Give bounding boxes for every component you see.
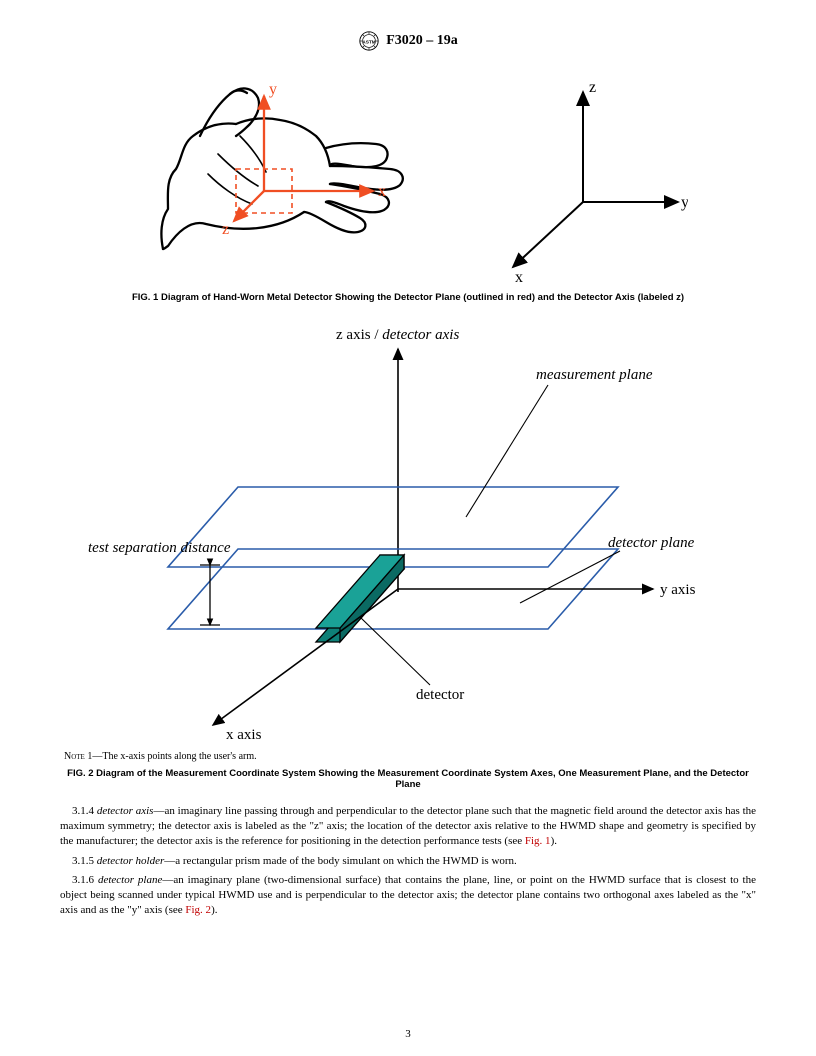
page-number: 3	[0, 1028, 816, 1040]
figure-1: y x z z y x	[60, 64, 756, 284]
fig-ref-1: Fig. 1	[525, 835, 551, 847]
fig1-hand-y-label: y	[269, 81, 277, 98]
para-body: an imaginary line passing through and pe…	[60, 805, 756, 847]
fig1-coord-x-label: x	[515, 269, 523, 284]
fig1-hand-x-label: x	[378, 183, 386, 200]
para-tail: ).	[211, 904, 217, 916]
fig2-y-axis-label: y axis	[660, 582, 696, 598]
para-tail: ).	[551, 835, 557, 847]
para-dash: —	[153, 805, 164, 817]
para-3-1-4: 3.1.4 detector axis—an imaginary line pa…	[60, 804, 756, 849]
note-num: 1—	[85, 751, 103, 762]
fig2-detector-plane-label: detector plane	[608, 535, 695, 551]
note-body: The x-axis points along the user's arm.	[102, 751, 256, 762]
para-3-1-5: 3.1.5 detector holder—a rectangular pris…	[60, 854, 756, 869]
para-num: 3.1.4	[72, 805, 97, 817]
fig-ref-2: Fig. 2	[185, 904, 211, 916]
para-term: detector plane	[98, 874, 162, 886]
astm-logo-icon: ASTM	[358, 30, 380, 52]
note-label: Note	[64, 751, 85, 762]
para-term: detector holder	[97, 855, 165, 867]
para-body: a rectangular prism made of the body sim…	[175, 855, 517, 867]
figure-2-svg: z axis / detector axis measurement plane…	[78, 317, 738, 747]
fig2-test-sep-label: test separation distance	[88, 540, 231, 556]
para-dash: —	[162, 874, 173, 886]
fig2-detector-label: detector	[416, 687, 464, 703]
fig2-zlabel: z axis / detector axis	[336, 327, 459, 343]
figure-1-svg: y x z z y x	[128, 64, 688, 284]
fig1-hand-z-label: z	[222, 221, 229, 238]
para-dash: —	[164, 855, 175, 867]
para-term: detector axis	[97, 805, 154, 817]
fig2-x-axis-label: x axis	[226, 727, 262, 743]
para-num: 3.1.6	[72, 874, 98, 886]
figure-2-note: Note 1—The x-axis points along the user'…	[60, 751, 756, 762]
figure-1-caption: FIG. 1 Diagram of Hand-Worn Metal Detect…	[60, 292, 756, 303]
para-3-1-6: 3.1.6 detector plane—an imaginary plane …	[60, 873, 756, 918]
svg-text:ASTM: ASTM	[362, 39, 376, 45]
fig1-coord-y-label: y	[681, 194, 688, 211]
page-header: ASTM F3020 – 19a	[60, 30, 756, 52]
figure-2: z axis / detector axis measurement plane…	[60, 317, 756, 747]
figure-2-caption: FIG. 2 Diagram of the Measurement Coordi…	[60, 768, 756, 790]
fig1-coord-z-label: z	[589, 79, 596, 96]
fig2-measurement-plane-label: measurement plane	[536, 367, 653, 383]
standard-id: F3020 – 19a	[386, 33, 458, 49]
para-num: 3.1.5	[72, 855, 97, 867]
